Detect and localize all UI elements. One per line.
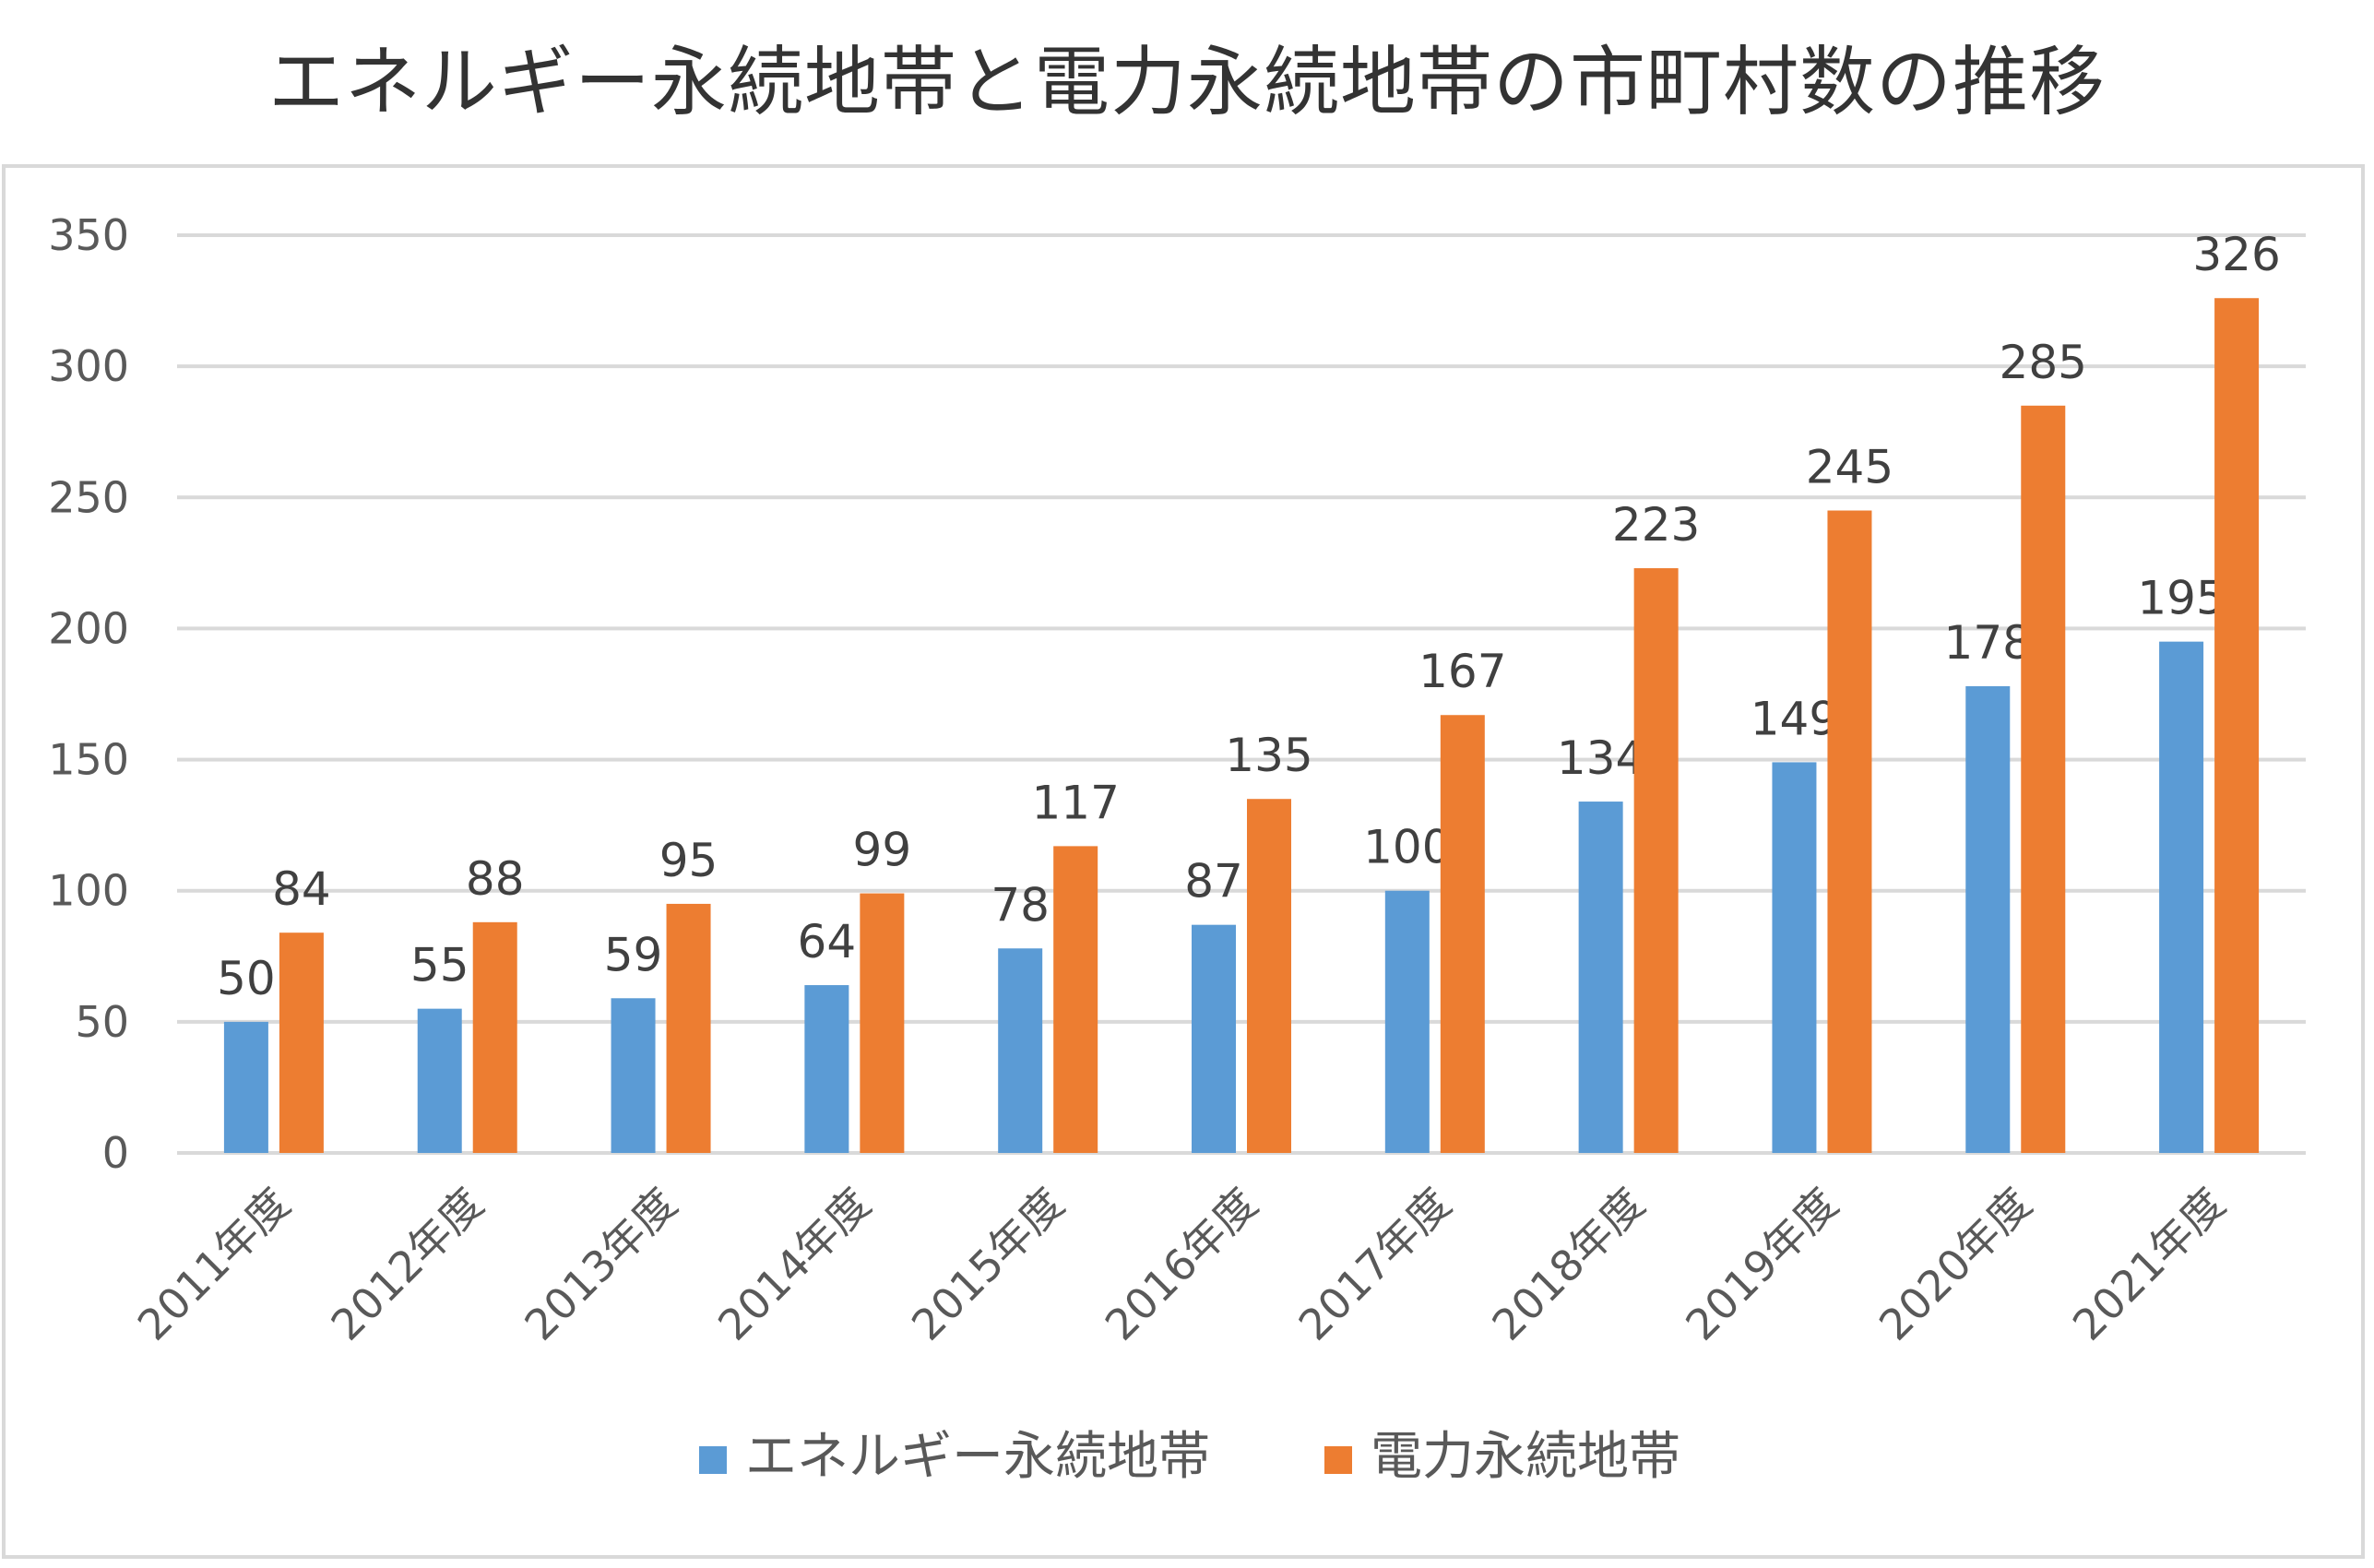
data-label-power: 88 bbox=[466, 852, 525, 906]
data-label-energy: 59 bbox=[604, 928, 663, 981]
data-label-power: 95 bbox=[659, 834, 718, 887]
x-tick-label: 2012年度 bbox=[321, 1179, 493, 1350]
bar-power bbox=[860, 893, 905, 1153]
x-tick-label: 2013年度 bbox=[515, 1179, 686, 1350]
data-label-energy: 64 bbox=[798, 915, 857, 968]
y-tick-label: 350 bbox=[48, 210, 129, 260]
bar-energy bbox=[223, 1021, 268, 1153]
data-label-power: 84 bbox=[272, 862, 331, 916]
chart-title: エネルギー永続地帯と電力永続地帯の市町村数の推移 bbox=[267, 39, 2106, 126]
y-tick-label: 300 bbox=[48, 341, 129, 391]
y-tick-label: 100 bbox=[48, 866, 129, 916]
x-tick-label: 2015年度 bbox=[902, 1179, 1074, 1350]
bar-power bbox=[1827, 510, 1872, 1153]
y-tick-label: 50 bbox=[75, 997, 129, 1047]
x-tick-label: 2019年度 bbox=[1676, 1179, 1847, 1350]
x-tick-label: 2014年度 bbox=[708, 1179, 880, 1350]
legend-power-label: 電力永続地帯 bbox=[1371, 1427, 1680, 1487]
y-tick-label: 150 bbox=[48, 735, 129, 785]
data-label-energy: 100 bbox=[1363, 821, 1451, 874]
data-label-energy: 87 bbox=[1184, 855, 1243, 909]
data-label-energy: 78 bbox=[991, 878, 1050, 932]
bar-power bbox=[1633, 568, 1679, 1153]
data-label-power: 223 bbox=[1612, 498, 1700, 552]
legend-energy-swatch bbox=[699, 1446, 727, 1474]
x-tick-label: 2016年度 bbox=[1096, 1179, 1267, 1350]
legend-power-swatch bbox=[1324, 1446, 1352, 1474]
bar-energy bbox=[2159, 641, 2204, 1153]
legend-energy-label: エネルギー永続地帯 bbox=[745, 1427, 1210, 1487]
y-tick-label: 0 bbox=[102, 1128, 129, 1178]
x-tick-label: 2021年度 bbox=[2063, 1179, 2235, 1350]
y-tick-label: 250 bbox=[48, 472, 129, 522]
data-label-energy: 195 bbox=[2137, 572, 2225, 625]
y-tick-label: 200 bbox=[48, 603, 129, 653]
bar-energy bbox=[1578, 802, 1623, 1153]
x-tick-label: 2020年度 bbox=[1870, 1179, 2041, 1350]
bar-energy bbox=[1384, 890, 1430, 1153]
bar-energy bbox=[611, 998, 656, 1153]
bar-power bbox=[1053, 846, 1098, 1153]
bar-power bbox=[2021, 405, 2066, 1153]
bar-power bbox=[279, 932, 324, 1153]
data-label-power: 167 bbox=[1418, 645, 1506, 698]
chart-frame bbox=[2, 164, 2365, 1559]
data-label-power: 285 bbox=[2000, 336, 2087, 389]
data-label-power: 326 bbox=[2192, 228, 2280, 281]
data-label-energy: 149 bbox=[1751, 692, 1838, 745]
bar-power bbox=[472, 921, 517, 1153]
x-tick-label: 2017年度 bbox=[1289, 1179, 1461, 1350]
bar-energy bbox=[1192, 924, 1236, 1153]
bar-energy bbox=[1965, 685, 2011, 1153]
x-tick-label: 2018年度 bbox=[1482, 1179, 1654, 1350]
bar-energy bbox=[998, 948, 1043, 1153]
bar-power bbox=[2214, 298, 2260, 1153]
data-label-energy: 50 bbox=[217, 952, 276, 1005]
bar-energy bbox=[1772, 762, 1817, 1153]
data-label-power: 117 bbox=[1031, 776, 1119, 829]
bar-power bbox=[1440, 715, 1485, 1153]
data-label-energy: 55 bbox=[410, 939, 469, 992]
data-label-energy: 134 bbox=[1557, 731, 1644, 785]
bar-power bbox=[1247, 799, 1291, 1153]
data-label-power: 245 bbox=[1806, 441, 1893, 494]
bar-energy bbox=[804, 985, 849, 1153]
x-tick-label: 2011年度 bbox=[128, 1179, 300, 1350]
bar-power bbox=[666, 903, 711, 1153]
data-label-power: 99 bbox=[853, 824, 912, 877]
data-label-power: 135 bbox=[1225, 729, 1312, 782]
bar-energy bbox=[417, 1008, 462, 1153]
data-label-energy: 178 bbox=[1944, 616, 2032, 670]
